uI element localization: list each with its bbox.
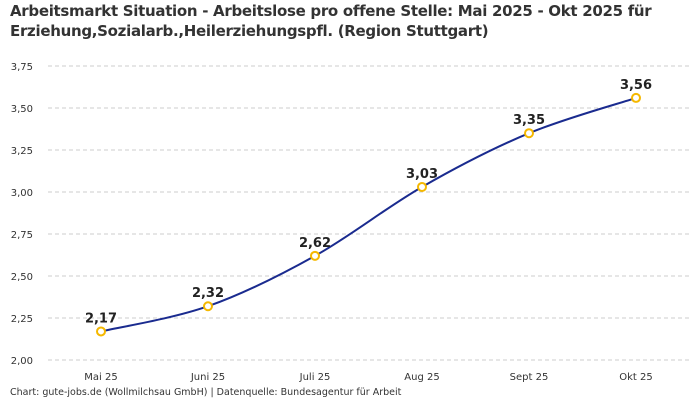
data-label: 2,17	[85, 311, 117, 326]
chart-credit: Chart: gute-jobs.de (Wollmilchsau GmbH) …	[10, 387, 402, 398]
data-point	[310, 250, 320, 261]
y-tick-label: 3,50	[11, 104, 33, 115]
data-point	[96, 326, 106, 337]
data-label: 2,32	[192, 286, 224, 301]
y-tick-label: 2,25	[11, 314, 33, 325]
data-label: 3,03	[406, 167, 438, 182]
y-tick-label: 2,50	[11, 272, 33, 283]
y-tick-label: 3,00	[11, 188, 33, 199]
series-line	[100, 96, 637, 333]
data-point	[417, 181, 427, 192]
y-tick-label: 3,25	[11, 146, 33, 157]
data-label: 2,62	[299, 236, 331, 251]
x-tick-label: Okt 25	[619, 372, 653, 383]
data-point	[524, 128, 534, 139]
data-point	[631, 92, 641, 103]
y-tick-label: 2,75	[11, 230, 33, 241]
data-point	[203, 301, 213, 312]
data-label: 3,56	[620, 78, 652, 93]
x-tick-label: Aug 25	[404, 372, 439, 383]
chart-title: Arbeitsmarkt Situation - Arbeitslose pro…	[10, 2, 652, 40]
x-tick-label: Juli 25	[299, 372, 331, 383]
x-tick-label: Sept 25	[510, 372, 549, 383]
y-tick-label: 2,00	[11, 356, 33, 367]
x-tick-label: Mai 25	[84, 372, 117, 383]
data-label: 3,35	[513, 113, 545, 128]
y-tick-label: 3,75	[11, 62, 33, 73]
x-tick-label: Juni 25	[190, 372, 225, 383]
